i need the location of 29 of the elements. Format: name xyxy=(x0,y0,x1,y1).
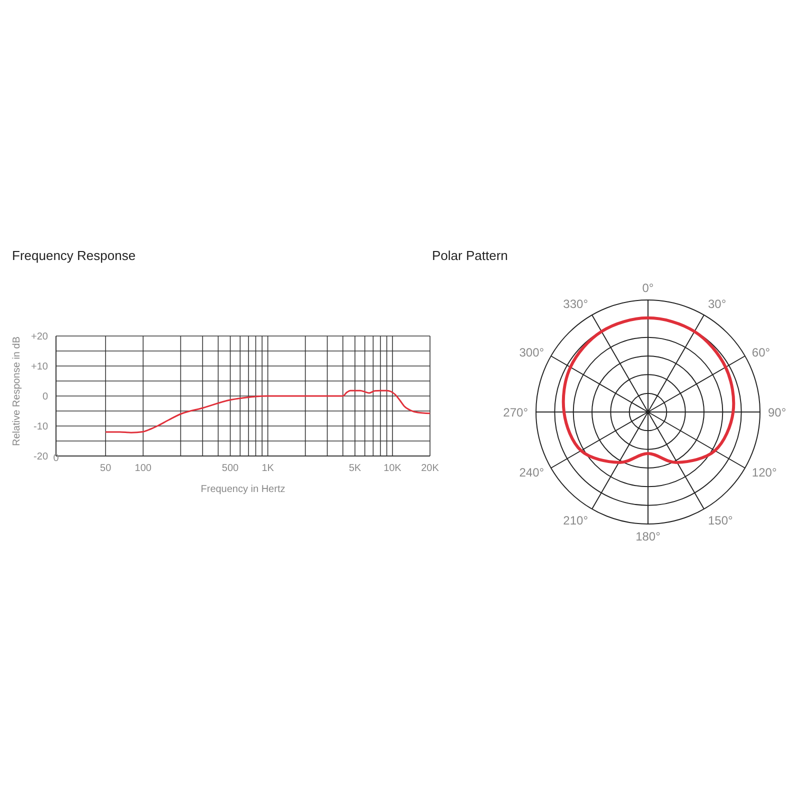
spoke-label: 210° xyxy=(563,513,588,528)
spoke-label: 240° xyxy=(519,465,544,480)
spoke-label: 300° xyxy=(519,345,544,360)
x-tick-label: 1K xyxy=(262,463,274,474)
x-axis-title: Frequency in Hertz xyxy=(200,484,286,495)
x-tick-label: 100 xyxy=(134,463,152,474)
y-tick-label: +20 xyxy=(31,332,48,343)
x-tick-label: 500 xyxy=(222,463,240,474)
spoke-label: 270° xyxy=(503,405,528,420)
y-tick-label: -20 xyxy=(34,452,48,463)
x-tick-label: 20K xyxy=(421,463,440,474)
y-tick-label: -10 xyxy=(34,422,48,433)
annotation: 0 xyxy=(53,453,59,464)
chart-title: Polar Pattern xyxy=(432,248,509,265)
x-tick-label: 5K xyxy=(348,463,362,474)
y-tick-label: +10 xyxy=(31,362,48,373)
spoke-label: 180° xyxy=(636,530,661,544)
spoke-label: 60° xyxy=(752,345,770,360)
spoke-label: 330° xyxy=(563,297,588,312)
x-tick-label: 50 xyxy=(100,463,112,474)
spoke-label: 0° xyxy=(642,281,654,295)
y-axis-title: Relative Response in dB xyxy=(12,336,23,446)
x-tick-label: 10K xyxy=(384,463,402,474)
spoke-label: 120° xyxy=(752,465,777,480)
spoke-label: 150° xyxy=(708,513,734,528)
spoke-label: 30° xyxy=(708,297,726,312)
chart-title: Frequency Response xyxy=(12,248,136,263)
y-tick-label: 0 xyxy=(42,392,48,403)
spoke-label: 90° xyxy=(768,405,786,420)
